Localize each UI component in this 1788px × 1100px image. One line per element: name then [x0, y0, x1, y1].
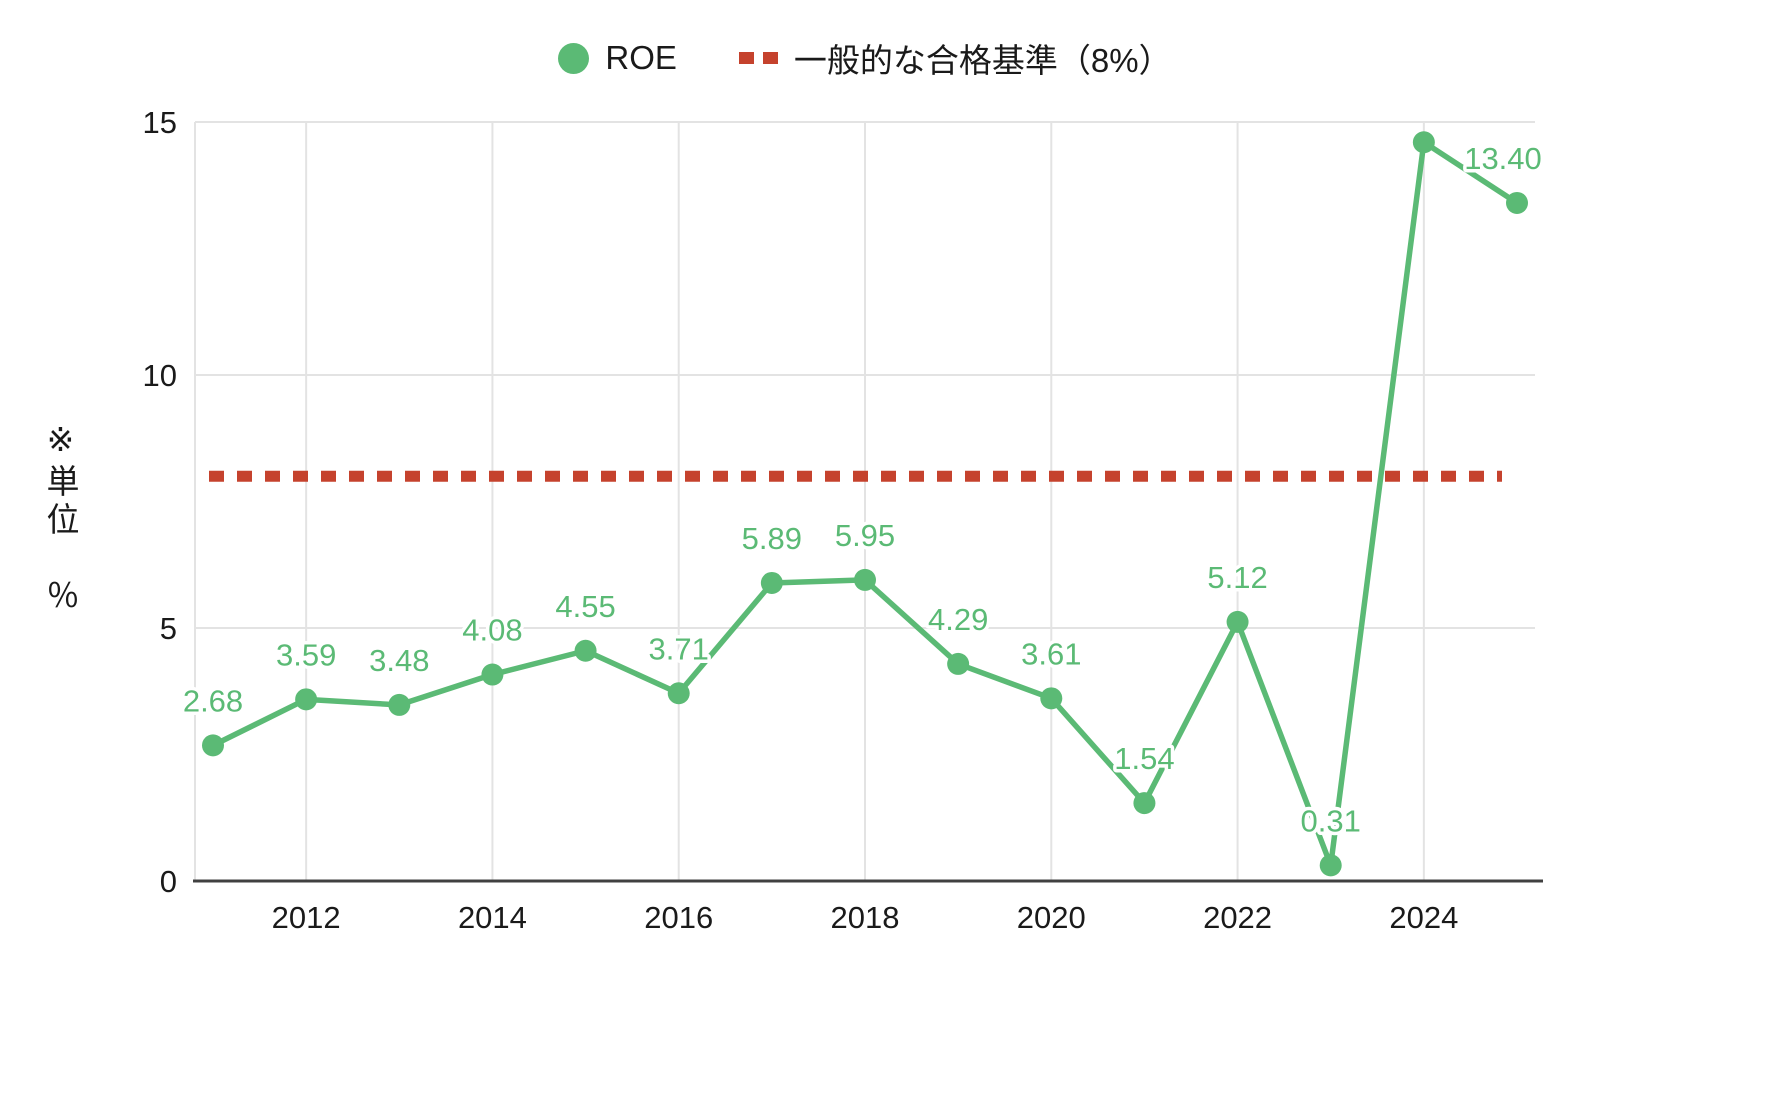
data-label: 3.48 [369, 643, 429, 678]
data-label: 5.89 [742, 521, 802, 556]
threshold-label: 一般的な合格基準（8%） [793, 42, 1172, 79]
data-label: 2.68 [183, 683, 243, 718]
data-label: 0.31 [1301, 803, 1361, 838]
data-point [1040, 687, 1063, 710]
data-label: 4.29 [928, 602, 988, 637]
y-tick-label: 0 [160, 864, 177, 899]
x-tick-label: 2022 [1203, 900, 1272, 935]
y-tick-label: 5 [160, 611, 177, 646]
y-tick-label: 10 [143, 358, 177, 393]
x-tick-label: 2024 [1389, 900, 1458, 935]
data-label: 1.54 [1114, 741, 1174, 776]
legend-item-roe[interactable]: ROE [558, 39, 677, 77]
data-label: 5.95 [835, 518, 895, 553]
data-point [481, 663, 504, 686]
data-label: 3.61 [1021, 636, 1081, 671]
data-label: 3.59 [276, 637, 336, 672]
data-point [202, 734, 224, 757]
data-label: 4.08 [462, 613, 522, 648]
x-tick-label: 2014 [458, 900, 527, 935]
data-point [1226, 610, 1249, 633]
data-point [1319, 854, 1342, 877]
data-point [1506, 191, 1528, 214]
data-point [760, 571, 783, 594]
data-point [388, 693, 411, 716]
data-point [574, 639, 597, 662]
data-label: 3.71 [649, 631, 709, 666]
data-point [1133, 792, 1156, 815]
data-point [854, 568, 876, 591]
roe-series-swatch-icon [558, 42, 590, 74]
roe-series-label: ROE [605, 39, 677, 76]
x-tick-label: 2018 [831, 900, 900, 935]
data-label: 4.55 [555, 589, 615, 624]
legend-item-threshold[interactable]: 一般的な合格基準（8%） [738, 34, 1172, 82]
data-point [1412, 131, 1435, 154]
x-tick-label: 2016 [644, 900, 713, 935]
legend: ROE 一般的な合格基準（8%） [195, 34, 1535, 82]
x-tick-label: 2012 [272, 900, 341, 935]
y-tick-label: 15 [143, 105, 177, 140]
data-label: 13.40 [1464, 141, 1542, 176]
data-label: 5.12 [1207, 560, 1267, 595]
data-point [295, 688, 318, 711]
data-point [667, 682, 690, 705]
threshold-swatch-icon [738, 52, 778, 64]
data-point [947, 652, 970, 675]
x-tick-label: 2020 [1017, 900, 1086, 935]
y-axis-title: ※単位 ％ [42, 420, 79, 616]
